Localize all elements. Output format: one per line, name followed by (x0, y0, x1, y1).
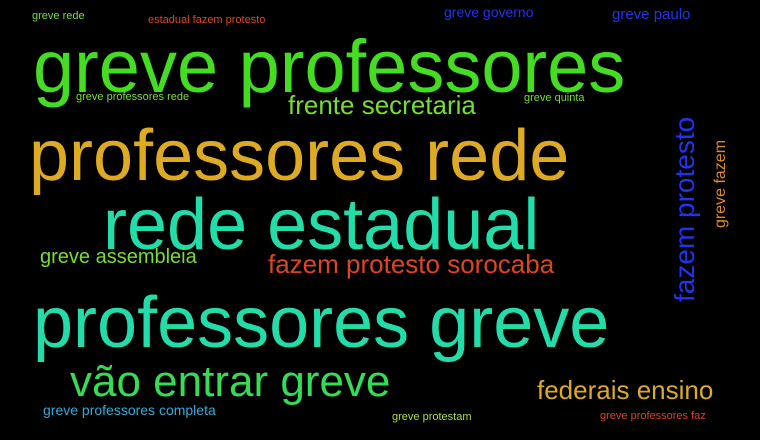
word-greve-governo: greve governo (444, 4, 534, 20)
word-greve-fazem: greve fazem (712, 139, 729, 228)
word-vao-entrar-greve: vão entrar greve (70, 357, 391, 406)
word-professores-greve: professores greve (33, 283, 610, 363)
word-greve-professores: greve professores (33, 25, 626, 108)
word-rede-estadual: rede estadual (103, 185, 540, 265)
word-greve-professores-completa: greve professores completa (43, 402, 216, 418)
word-estadual-fazem-protesto: estadual fazem protesto (148, 14, 266, 26)
word-greve-paulo: greve paulo (612, 6, 691, 23)
word-greve-quinta: greve quinta (524, 92, 585, 104)
word-frente-secretaria: frente secretaria (288, 90, 476, 120)
word-greve-professores-rede: greve professores rede (76, 91, 190, 103)
word-greve-rede: greve rede (32, 10, 85, 22)
word-fazem-protesto-sorocaba: fazem protesto sorocaba (268, 249, 555, 279)
word-greve-assembleia: greve assembleia (40, 246, 197, 268)
word-federais-ensino: federais ensino (537, 375, 714, 405)
word-greve-protestam: greve protestam (392, 411, 472, 423)
word-fazem-protesto: fazem protesto (669, 116, 700, 302)
word-professores-rede: professores rede (29, 116, 570, 196)
word-greve-professores-faz: greve professores faz (600, 410, 706, 422)
